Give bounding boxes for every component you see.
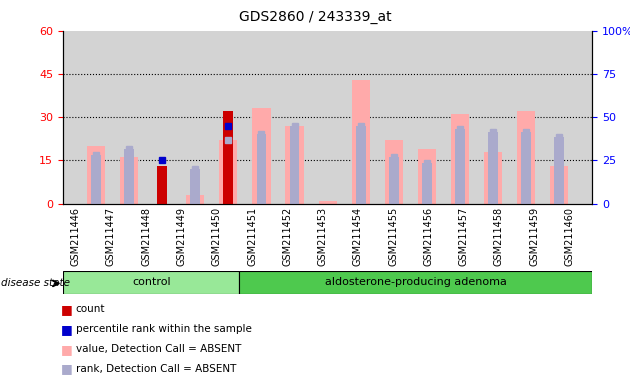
Bar (422, 163, 432, 204)
Text: GSM211448: GSM211448 (141, 207, 151, 266)
Text: GSM211458: GSM211458 (494, 207, 504, 266)
Bar (484, 152, 502, 204)
Bar (186, 195, 204, 204)
Text: GSM211449: GSM211449 (176, 207, 186, 266)
Bar (219, 140, 238, 204)
Text: GSM211447: GSM211447 (106, 207, 116, 266)
Text: GSM211451: GSM211451 (247, 207, 257, 266)
Bar (451, 114, 469, 204)
Text: GSM211450: GSM211450 (212, 207, 222, 266)
Bar (356, 126, 365, 204)
Text: control: control (132, 277, 171, 287)
Text: value, Detection Call = ABSENT: value, Detection Call = ABSENT (76, 344, 241, 354)
Bar (239, 271, 592, 294)
Bar (190, 169, 200, 204)
Text: GSM211460: GSM211460 (564, 207, 575, 266)
Bar (253, 109, 270, 204)
Text: aldosterone-producing adenoma: aldosterone-producing adenoma (325, 277, 507, 287)
Bar (455, 129, 465, 204)
Bar (554, 137, 564, 204)
Bar (224, 111, 233, 204)
Bar (120, 157, 139, 204)
Bar (521, 131, 531, 204)
Bar (290, 126, 299, 204)
Text: GSM211453: GSM211453 (318, 207, 328, 266)
Bar (224, 140, 233, 204)
Text: GSM211457: GSM211457 (459, 207, 469, 266)
Bar (319, 201, 336, 204)
Text: GSM211455: GSM211455 (388, 207, 398, 266)
Bar (285, 126, 304, 204)
Bar (385, 140, 403, 204)
Text: ■: ■ (60, 323, 72, 336)
Text: GSM211446: GSM211446 (71, 207, 81, 266)
Bar (91, 155, 101, 204)
Text: GSM211456: GSM211456 (423, 207, 433, 266)
Text: ■: ■ (60, 362, 72, 376)
Bar (550, 166, 568, 204)
Text: ■: ■ (60, 303, 72, 316)
Bar (389, 157, 399, 204)
Bar (418, 149, 436, 204)
Bar (158, 166, 167, 204)
Bar (87, 146, 105, 204)
Bar (488, 131, 498, 204)
Bar (124, 149, 134, 204)
Text: rank, Detection Call = ABSENT: rank, Detection Call = ABSENT (76, 364, 236, 374)
Text: count: count (76, 304, 105, 314)
Text: GSM211452: GSM211452 (282, 207, 292, 266)
Bar (256, 134, 266, 204)
Text: GDS2860 / 243339_at: GDS2860 / 243339_at (239, 10, 391, 23)
Text: GSM211454: GSM211454 (353, 207, 363, 266)
Text: ■: ■ (60, 343, 72, 356)
Bar (517, 111, 535, 204)
Text: disease state: disease state (1, 278, 70, 288)
Bar (63, 271, 239, 294)
Text: percentile rank within the sample: percentile rank within the sample (76, 324, 251, 334)
Text: GSM211459: GSM211459 (529, 207, 539, 266)
Bar (352, 80, 370, 204)
